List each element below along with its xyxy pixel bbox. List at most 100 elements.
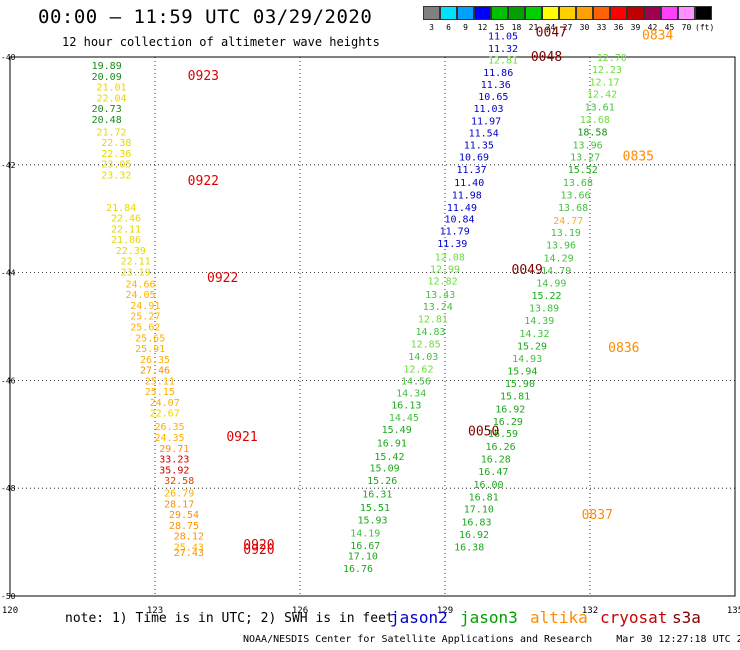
- wave-height-label: 15.51: [360, 503, 390, 514]
- wave-height-label: 25.15: [145, 387, 175, 398]
- legend-altika: altika: [530, 608, 588, 627]
- color-scale-label: 9: [463, 23, 468, 32]
- color-scale: [423, 6, 712, 20]
- wave-height-label: 13.19: [551, 228, 581, 239]
- wave-height-label: 15.22: [531, 291, 561, 302]
- color-swatch: [627, 6, 644, 20]
- wave-height-label: 14.03: [408, 352, 438, 363]
- wave-height-label: 22.67: [150, 409, 180, 420]
- wave-height-label: 12.08: [435, 252, 465, 263]
- wave-height-label: 22.46: [111, 214, 141, 225]
- wave-height-label: 22.11: [121, 257, 151, 268]
- wave-height-label: 27.43: [174, 548, 204, 559]
- wave-height-label: 22.36: [101, 149, 131, 160]
- wave-height-label: 12.23: [592, 65, 622, 76]
- pass-time-label: 0836: [608, 341, 639, 356]
- y-tick-label: -50: [1, 592, 16, 601]
- wave-height-label: 16.83: [461, 518, 491, 529]
- y-tick-label: -44: [1, 269, 16, 278]
- wave-height-label: 25.43: [174, 542, 204, 553]
- pass-time-label: 0923: [188, 69, 219, 84]
- color-swatch: [508, 6, 525, 20]
- wave-height-label: 12.68: [580, 115, 610, 126]
- x-tick-label: 126: [292, 606, 308, 616]
- wave-height-label: 24.35: [154, 433, 184, 444]
- color-swatch: [644, 6, 661, 20]
- color-swatch: [678, 6, 695, 20]
- pass-time-label: 0922: [188, 174, 219, 189]
- wave-height-label: 18.58: [577, 127, 607, 138]
- wave-height-label: 14.29: [544, 254, 574, 265]
- wave-height-label: 13.89: [529, 304, 559, 315]
- wave-height-label: 13.96: [573, 140, 603, 151]
- wave-height-label: 22.39: [116, 246, 146, 257]
- wave-height-label: 17.10: [464, 505, 494, 516]
- wave-height-label: 16.92: [495, 404, 525, 415]
- pass-time-label: 0920: [243, 543, 274, 558]
- wave-height-label: 25.11: [145, 376, 175, 387]
- wave-height-label: 11.49: [447, 203, 477, 214]
- y-tick-label: -40: [1, 53, 16, 62]
- color-scale-label: 39: [630, 23, 641, 32]
- wave-height-label: 20.73: [92, 104, 122, 115]
- wave-height-label: 25.27: [130, 312, 160, 323]
- wave-height-label: 22.38: [101, 138, 131, 149]
- wave-height-label: 11.54: [469, 128, 499, 139]
- color-scale-label: 42: [647, 23, 658, 32]
- wave-height-label: 10.69: [459, 153, 489, 164]
- legend-s3a: s3a: [672, 608, 701, 627]
- y-tick-label: -48: [1, 484, 16, 493]
- wave-height-label: 24.66: [125, 279, 155, 290]
- wave-height-label: 29.54: [169, 510, 199, 521]
- wave-height-label: 20.48: [92, 115, 122, 126]
- footer-note: note: 1) Time is in UTC; 2) SWH is in fe…: [65, 611, 394, 626]
- wave-height-label: 35.92: [159, 465, 189, 476]
- wave-height-label: 21.84: [106, 203, 136, 214]
- wave-height-label: 11.98: [452, 190, 482, 201]
- legend-jason3: jason3: [460, 608, 518, 627]
- wave-height-label: 15.29: [517, 341, 547, 352]
- wave-height-label: 13.68: [558, 203, 588, 214]
- wave-height-label: 16.00: [473, 480, 503, 491]
- wave-height-label: 24.91: [130, 301, 160, 312]
- color-scale-label: 21: [528, 23, 539, 32]
- color-swatch: [559, 6, 576, 20]
- wave-height-label: 16.28: [481, 455, 511, 466]
- wave-height-label: 26.79: [164, 489, 194, 500]
- wave-height-label: 16.81: [469, 492, 499, 503]
- color-scale-label: 18: [511, 23, 522, 32]
- pass-time-label: 0922: [207, 271, 238, 286]
- wave-height-label: 15.94: [507, 367, 537, 378]
- wave-height-label: 21.01: [96, 83, 126, 94]
- wave-height-label: 11.03: [473, 104, 503, 115]
- wave-height-label: 16.13: [391, 401, 421, 412]
- pass-time-label: 0047: [536, 26, 567, 41]
- map-frame: [9, 56, 736, 597]
- wave-height-label: 14.83: [415, 327, 445, 338]
- legend-cryosat: cryosat: [600, 608, 668, 627]
- wave-height-label: 13.61: [585, 103, 615, 114]
- color-swatch: [661, 6, 678, 20]
- y-tick-label: -42: [1, 161, 16, 170]
- wave-height-label: 16.76: [343, 564, 373, 575]
- wave-height-label: 25.62: [130, 323, 160, 334]
- wave-height-label: 12.17: [589, 77, 619, 88]
- wave-height-label: 15.93: [357, 515, 387, 526]
- wave-height-label: 11.97: [471, 117, 501, 128]
- wave-height-label: 11.35: [464, 140, 494, 151]
- wave-height-label: 16.29: [493, 417, 523, 428]
- wave-height-label: 13.43: [425, 290, 455, 301]
- color-scale-label: 45: [664, 23, 675, 32]
- color-swatch: [491, 6, 508, 20]
- color-swatch: [423, 6, 440, 20]
- wave-height-label: 27.46: [140, 366, 170, 377]
- wave-height-label: 16.59: [488, 429, 518, 440]
- x-tick-label: 135: [727, 606, 740, 616]
- color-swatch: [542, 6, 559, 20]
- wave-height-label: 25.91: [135, 344, 165, 355]
- color-scale-label: 24: [545, 23, 556, 32]
- footer-credit: NOAA/NESDIS Center for Satellite Applica…: [243, 634, 740, 645]
- pass-time-label: 0834: [642, 28, 673, 43]
- pass-time-label: 0837: [582, 508, 613, 523]
